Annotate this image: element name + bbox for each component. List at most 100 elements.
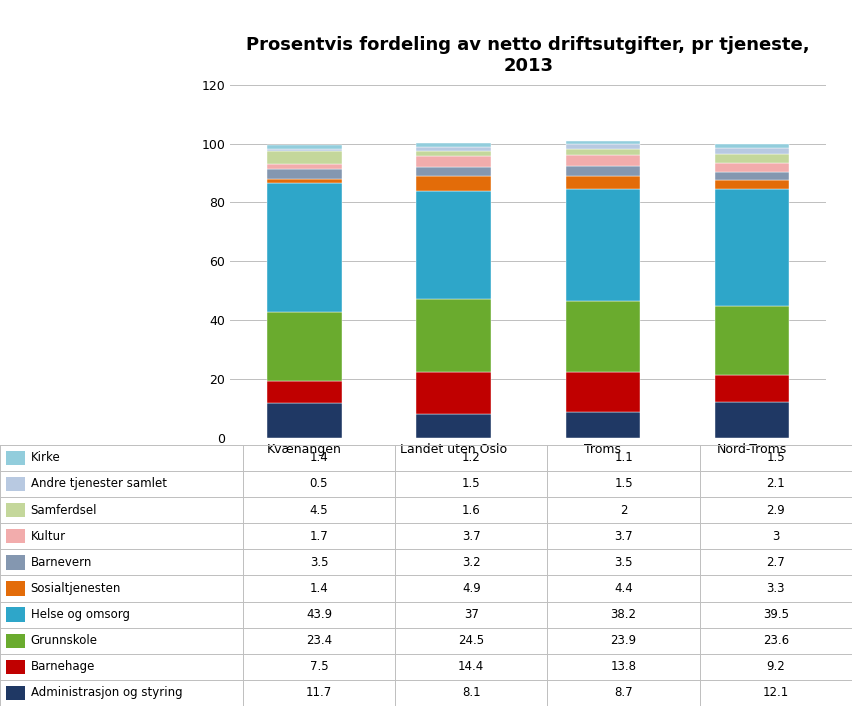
Bar	[566, 301, 640, 371]
Text: 1.7: 1.7	[309, 530, 328, 543]
Bar	[268, 169, 342, 179]
Bar	[268, 145, 342, 149]
Bar	[715, 189, 789, 306]
Bar	[6, 555, 25, 570]
Bar	[715, 155, 789, 163]
Text: 13.8: 13.8	[611, 660, 636, 674]
Bar	[715, 180, 789, 189]
Bar	[6, 477, 25, 491]
Text: 1.2: 1.2	[462, 451, 481, 465]
Bar	[268, 150, 342, 164]
Text: 14.4: 14.4	[458, 660, 485, 674]
Bar	[6, 659, 25, 674]
Text: Barnevern: Barnevern	[31, 556, 92, 569]
Text: 1.4: 1.4	[309, 582, 328, 595]
Text: 1.5: 1.5	[462, 477, 481, 491]
Text: 3.7: 3.7	[614, 530, 633, 543]
Text: Andre tjenester samlet: Andre tjenester samlet	[31, 477, 167, 491]
Bar	[417, 151, 491, 156]
Text: 3.2: 3.2	[462, 556, 481, 569]
Text: 23.6: 23.6	[763, 634, 789, 647]
Text: 38.2: 38.2	[611, 608, 636, 621]
Text: 43.9: 43.9	[306, 608, 332, 621]
Bar	[417, 299, 491, 371]
Bar	[566, 189, 640, 301]
Text: 4.9: 4.9	[462, 582, 481, 595]
Text: Samferdsel: Samferdsel	[31, 503, 97, 517]
Text: Administrasjon og styring: Administrasjon og styring	[31, 686, 182, 700]
Bar	[6, 607, 25, 622]
Text: Kultur: Kultur	[31, 530, 66, 543]
Bar	[566, 176, 640, 189]
Bar	[715, 172, 789, 180]
Bar	[417, 167, 491, 176]
Bar	[268, 184, 342, 312]
Text: 4.4: 4.4	[614, 582, 633, 595]
Bar	[417, 191, 491, 299]
Text: 1.5: 1.5	[614, 477, 633, 491]
Text: 11.7: 11.7	[306, 686, 332, 700]
Bar	[417, 156, 491, 167]
Bar	[715, 163, 789, 172]
Text: 0.5: 0.5	[310, 477, 328, 491]
Text: 3.3: 3.3	[767, 582, 785, 595]
Text: 1.4: 1.4	[309, 451, 328, 465]
Bar	[268, 381, 342, 403]
Text: 8.7: 8.7	[614, 686, 633, 700]
Text: Kirke: Kirke	[31, 451, 60, 465]
Text: Sosialtjenesten: Sosialtjenesten	[31, 582, 121, 595]
Text: 2: 2	[619, 503, 627, 517]
Bar	[6, 581, 25, 596]
Text: 39.5: 39.5	[763, 608, 789, 621]
Text: 8.1: 8.1	[462, 686, 481, 700]
Bar	[268, 179, 342, 184]
Text: 23.9: 23.9	[611, 634, 636, 647]
Bar	[268, 312, 342, 381]
Bar	[715, 375, 789, 402]
Bar	[566, 145, 640, 149]
Text: 2.9: 2.9	[767, 503, 786, 517]
Text: 37: 37	[463, 608, 479, 621]
Bar	[268, 149, 342, 150]
Text: 3.5: 3.5	[614, 556, 633, 569]
Text: Grunnskole: Grunnskole	[31, 634, 98, 647]
Text: 24.5: 24.5	[458, 634, 484, 647]
Bar	[566, 149, 640, 155]
Bar	[6, 529, 25, 544]
Text: 4.5: 4.5	[309, 503, 328, 517]
Bar	[6, 633, 25, 648]
Text: Helse og omsorg: Helse og omsorg	[31, 608, 130, 621]
Bar	[566, 141, 640, 145]
Bar	[417, 176, 491, 191]
Bar	[417, 371, 491, 414]
Text: 1.1: 1.1	[614, 451, 633, 465]
Bar	[566, 371, 640, 412]
Text: 1.6: 1.6	[462, 503, 481, 517]
Text: 3.7: 3.7	[462, 530, 481, 543]
Bar	[417, 147, 491, 151]
Bar	[6, 686, 25, 700]
Bar	[715, 306, 789, 375]
Bar	[417, 143, 491, 147]
Text: 23.4: 23.4	[306, 634, 332, 647]
Bar	[268, 164, 342, 169]
Text: 9.2: 9.2	[767, 660, 786, 674]
Text: 12.1: 12.1	[763, 686, 789, 700]
Text: 1.5: 1.5	[767, 451, 786, 465]
Bar	[6, 503, 25, 517]
Text: 2.1: 2.1	[767, 477, 786, 491]
Bar	[715, 144, 789, 148]
Title: Prosentvis fordeling av netto driftsutgifter, pr tjeneste,
2013: Prosentvis fordeling av netto driftsutgi…	[246, 36, 810, 75]
Bar	[715, 148, 789, 155]
Bar	[268, 403, 342, 438]
Text: 3: 3	[772, 530, 780, 543]
Bar	[566, 155, 640, 166]
Text: Barnehage: Barnehage	[31, 660, 95, 674]
Text: 7.5: 7.5	[309, 660, 328, 674]
Bar	[566, 412, 640, 438]
Bar	[566, 166, 640, 176]
Bar	[417, 414, 491, 438]
Text: 2.7: 2.7	[767, 556, 786, 569]
Bar	[715, 402, 789, 438]
Bar	[6, 450, 25, 465]
